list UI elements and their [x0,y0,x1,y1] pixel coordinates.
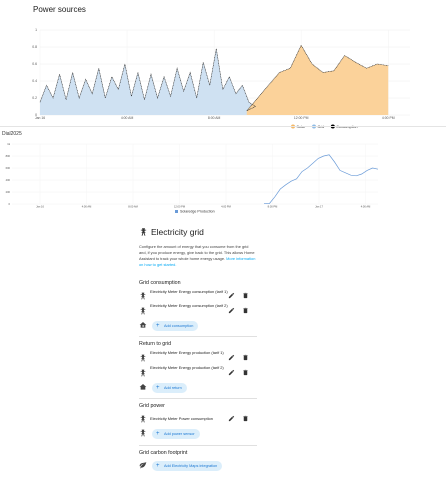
y-tick-label: 0.4 [32,79,37,83]
production-line-series [263,154,379,205]
delete-icon[interactable] [242,292,249,299]
edit-icon[interactable] [228,369,235,376]
x-tick-label: 4:00 PM [221,205,231,209]
plus-icon: + [156,385,160,391]
consumption-row-1-label: Electricity Meter Energy consumption (ta… [150,289,228,294]
electricity-grid-card [131,217,257,500]
edit-icon[interactable] [228,292,235,299]
x-tick-label: 4:00 AM [82,205,92,209]
y-tick-label: 0.8 [32,45,37,49]
x-tick-label: 4:00 AM [361,205,371,209]
divider [139,336,257,337]
x-tick-label: 12:00 PM [294,116,309,120]
x-tick-label: 12:00 PM [174,205,185,209]
legend-swatch [175,210,178,213]
grid-area-series [40,48,256,116]
plus-icon: + [156,463,160,469]
x-tick-label: 4:00 PM [382,116,395,120]
chart-legend: Solaredge Production [175,210,215,214]
home-export-icon [139,384,147,390]
add-electricity-maps-button[interactable]: + Add Electricity Maps integration [152,461,223,471]
y-tick-label: 400 [6,178,11,182]
legend-label: Solaredge Production [180,210,215,214]
y-tick-label: 0.6 [32,62,37,66]
y-tick-label: 0.2 [32,96,37,100]
power-sources-chart[interactable]: 0 0.2 0.4 0.6 0.8 1 Jan 16 4:00 AM 8:00 AM 12:00… [0,0,446,130]
transmission-tower-export-icon [140,369,146,377]
x-axis-ticks: Jan 16 4:00 AM 8:00 AM 12:00 PM 4:00 PM [35,116,395,120]
add-consumption-button[interactable]: + Add consumption [152,321,199,331]
delete-icon[interactable] [242,415,249,422]
chart-gridlines [12,143,378,205]
card-description: Configure the amount of energy that you … [139,244,257,268]
leaf-icon [139,462,147,469]
description-text: Configure the amount of energy that you … [139,244,255,262]
section-heading-carbon: Grid carbon footprint [139,450,188,456]
card-title: Electricity grid [151,227,204,237]
production-chart[interactable]: 0 200 400 600 800 1k Jan 16 4:00 AM 8:00 AM 12:0… [0,136,446,218]
delete-icon[interactable] [242,369,249,376]
edit-icon[interactable] [228,415,235,422]
transmission-tower-icon [140,292,146,300]
y-axis-ticks: 0 0.2 0.4 0.6 0.8 1 [32,28,37,117]
add-power-sensor-label: Add power sensor [164,432,195,436]
x-tick-label: 8:00 AM [128,205,138,209]
y-tick-label: 0 [9,202,11,206]
add-return-label: Add return [164,386,182,390]
transmission-tower-icon [140,228,147,236]
consumption-row-2-label: Electricity Meter Energy consumption (ta… [150,303,228,308]
return-row-2-label: Electricity Meter Energy production (tar… [150,365,224,370]
edit-icon[interactable] [228,354,235,361]
x-tick-label: 8:00 AM [208,116,221,120]
solar-area-series [246,45,389,115]
divider [0,126,446,127]
y-tick-label: 600 [6,166,11,170]
y-tick-label: 200 [6,190,11,194]
x-tick-label: Jan 16 [36,205,44,209]
section-heading-return: Return to grid [139,341,172,347]
x-axis-ticks: Jan 16 4:00 AM 8:00 AM 12:00 PM 4:00 PM 8:00 … [36,205,370,209]
transmission-tower-icon [140,415,146,423]
section-heading-consumption: Grid consumption [139,280,181,286]
y-axis-ticks: 0 200 400 600 800 1k [6,142,11,206]
home-import-icon [139,322,147,328]
divider [139,445,257,446]
y-tick-label: 800 [6,154,11,158]
delete-icon[interactable] [242,354,249,361]
transmission-tower-icon [140,307,146,315]
x-tick-label: Jan 17 [315,205,323,209]
y-tick-label: 0 [35,113,37,117]
add-return-button[interactable]: + Add return [152,383,187,393]
x-tick-label: 8:00 PM [268,205,278,209]
edit-icon[interactable] [228,307,235,314]
power-sources-title: Power sources [33,5,86,14]
transmission-tower-export-icon [140,354,146,362]
x-tick-label: 4:00 AM [121,116,134,120]
add-power-sensor-button[interactable]: + Add power sensor [152,429,200,439]
plus-icon: + [156,431,160,437]
date-label: Dial2025 [2,131,22,137]
section-heading-power: Grid power [139,403,165,409]
more-info-link[interactable]: More information on how to get started. [139,256,256,268]
divider [139,398,257,399]
transmission-tower-icon [140,429,146,437]
plus-icon: + [156,323,160,329]
power-row-1-label: Electricity Meter Power consumption [150,416,213,421]
add-consumption-label: Add consumption [164,324,194,328]
delete-icon[interactable] [242,307,249,314]
x-tick-label: Jan 16 [35,116,45,120]
add-electricity-maps-label: Add Electricity Maps integration [164,464,218,468]
y-tick-label: 1 [35,28,37,32]
y-tick-label: 1k [7,142,10,146]
return-row-1-label: Electricity Meter Energy production (tar… [150,350,224,355]
